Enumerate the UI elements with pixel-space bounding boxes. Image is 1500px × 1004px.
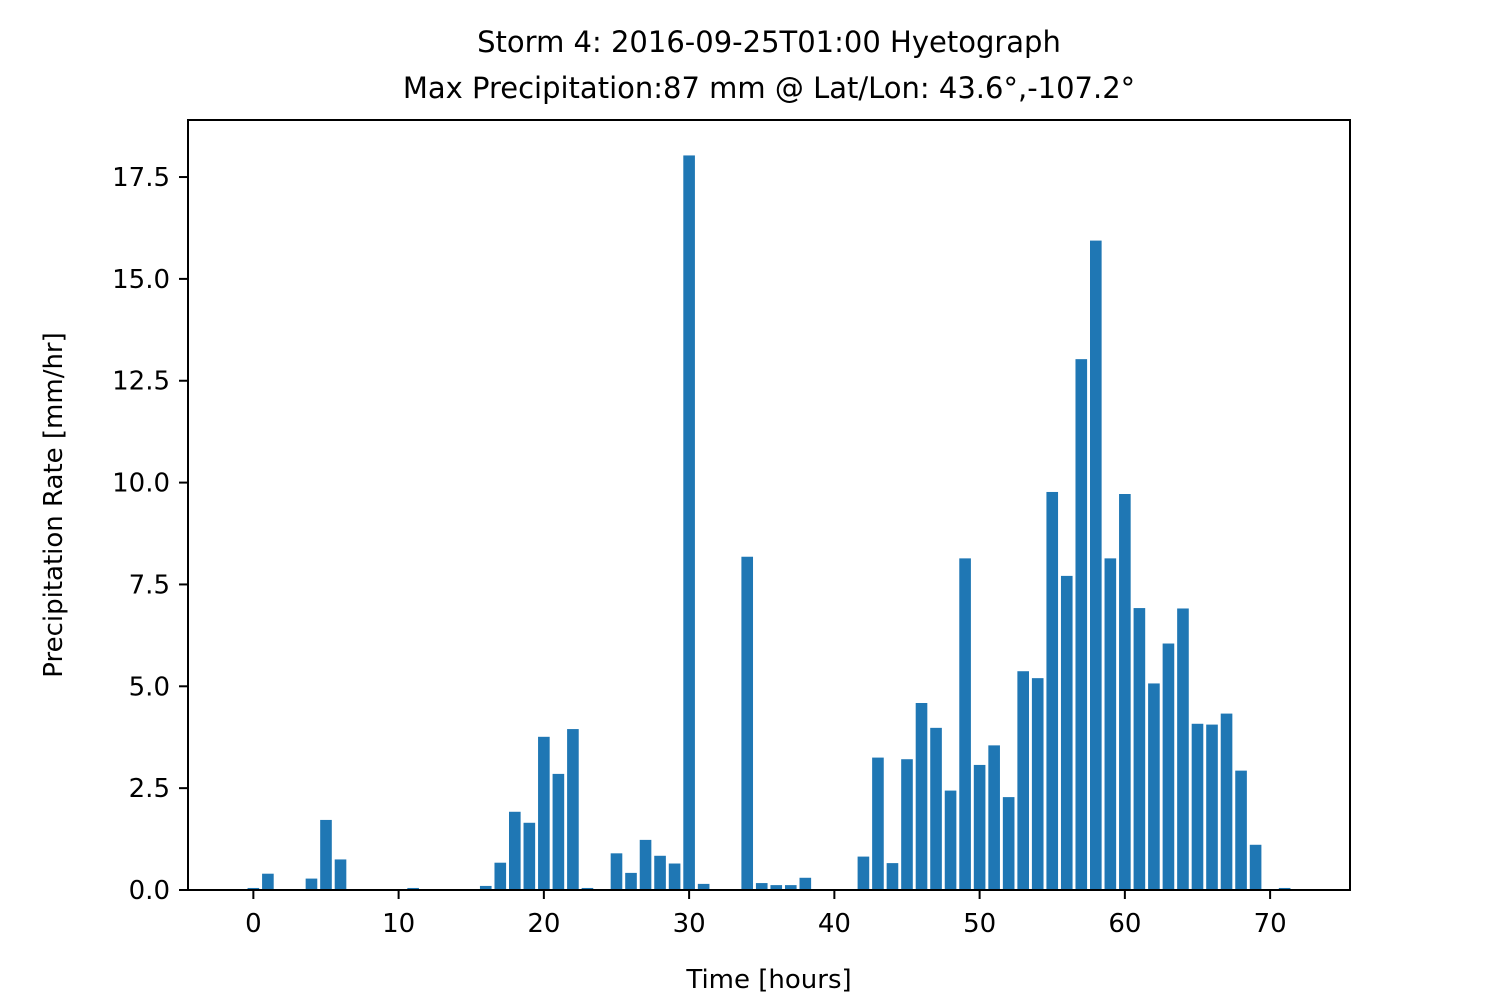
bar-hour-20 — [538, 736, 550, 890]
y-tick-label: 17.5 — [112, 163, 170, 193]
bar-hour-56 — [1060, 575, 1073, 890]
y-tick-label: 2.5 — [129, 774, 170, 804]
bar-hour-28 — [654, 855, 666, 890]
bar-hour-58 — [1090, 240, 1102, 891]
bars-layer — [247, 155, 1291, 891]
bar-hour-60 — [1119, 494, 1131, 890]
bar-hour-54 — [1031, 678, 1044, 890]
y-axis-label: Precipitation Rate [mm/hr] — [39, 332, 69, 678]
x-tick-label: 50 — [963, 909, 996, 939]
bar-hour-34 — [741, 556, 754, 890]
y-axis-ticks: 0.0 2.5 5.0 7.5 10.0 12.5 15.0 17.5 — [112, 163, 188, 906]
bar-hour-63 — [1162, 643, 1175, 890]
bar-hour-49 — [959, 558, 971, 890]
bar-hour-29 — [668, 863, 681, 890]
bar-hour-0 — [247, 887, 260, 890]
bar-hour-38 — [799, 877, 812, 890]
x-tick-label: 60 — [1108, 909, 1141, 939]
bar-hour-17 — [494, 862, 507, 890]
x-tick-label: 70 — [1254, 909, 1287, 939]
bar-hour-5 — [320, 819, 332, 890]
y-tick-label: 0.0 — [129, 876, 170, 906]
x-axis-label: Time [hours] — [685, 965, 851, 995]
bar-hour-21 — [552, 773, 565, 890]
y-tick-label: 5.0 — [129, 672, 170, 702]
y-tick-label: 15.0 — [112, 265, 170, 295]
x-tick-label: 10 — [382, 909, 415, 939]
y-tick-label: 10.0 — [112, 469, 170, 499]
bar-hour-31 — [697, 883, 710, 890]
x-tick-label: 40 — [818, 909, 851, 939]
bar-hour-52 — [1002, 797, 1015, 890]
bar-hour-57 — [1075, 359, 1088, 890]
bar-hour-65 — [1191, 723, 1204, 890]
bar-hour-44 — [886, 863, 899, 890]
x-tick-label: 0 — [245, 909, 262, 939]
bar-hour-55 — [1046, 491, 1059, 890]
bar-hour-43 — [872, 757, 884, 890]
bar-hour-23 — [581, 887, 594, 890]
bar-hour-4 — [305, 878, 318, 890]
chart-title-line2: Max Precipitation:87 mm @ Lat/Lon: 43.6°… — [403, 71, 1135, 105]
bar-hour-62 — [1148, 683, 1160, 890]
bar-hour-22 — [567, 729, 579, 890]
bar-hour-61 — [1133, 608, 1146, 890]
bar-hour-67 — [1220, 713, 1233, 890]
bar-hour-46 — [915, 703, 928, 890]
bar-hour-27 — [639, 839, 652, 890]
bar-hour-48 — [944, 790, 957, 890]
bar-hour-64 — [1177, 608, 1189, 890]
x-tick-label: 30 — [673, 909, 706, 939]
bar-hour-36 — [770, 885, 783, 890]
bar-hour-19 — [523, 822, 536, 890]
bar-hour-68 — [1235, 770, 1247, 890]
bar-hour-6 — [334, 859, 347, 890]
bar-hour-25 — [610, 853, 623, 890]
chart-title-line1: Storm 4: 2016-09-25T01:00 Hyetograph — [477, 25, 1061, 59]
y-tick-label: 7.5 — [129, 570, 170, 600]
bar-hour-18 — [509, 811, 521, 890]
x-axis-ticks: 0 10 20 30 40 50 60 70 — [245, 890, 1287, 939]
bar-hour-30 — [683, 155, 695, 890]
bar-hour-71 — [1278, 887, 1291, 890]
bar-hour-47 — [930, 727, 942, 890]
bar-hour-37 — [784, 885, 797, 890]
bar-hour-16 — [479, 885, 492, 890]
bar-hour-45 — [901, 759, 913, 890]
bar-hour-26 — [625, 872, 637, 890]
bar-hour-11 — [407, 887, 419, 890]
bar-hour-51 — [988, 745, 1000, 890]
bar-hour-42 — [857, 856, 870, 890]
bar-hour-1 — [262, 873, 274, 890]
bar-hour-35 — [755, 883, 768, 890]
bar-hour-69 — [1249, 844, 1262, 890]
bar-hour-53 — [1017, 671, 1029, 890]
x-tick-label: 20 — [527, 909, 560, 939]
bar-hour-66 — [1206, 724, 1218, 890]
bar-hour-59 — [1104, 558, 1117, 890]
bar-hour-50 — [973, 764, 986, 890]
y-tick-label: 12.5 — [112, 367, 170, 397]
plot-frame — [187, 119, 1351, 891]
